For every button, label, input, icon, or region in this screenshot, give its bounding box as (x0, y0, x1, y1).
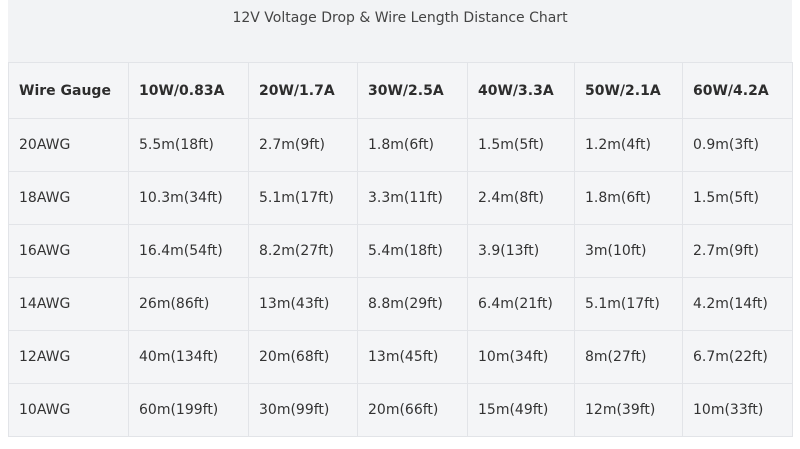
table-row: 16AWG 16.4m(54ft) 8.2m(27ft) 5.4m(18ft) 3.9(… (8, 224, 793, 278)
distance-cell: 6.7m(22ft) (682, 330, 793, 384)
table-body: 20AWG 5.5m(18ft) 2.7m(9ft) 1.8m(6ft) 1.5m(5f… (8, 118, 793, 437)
distance-cell: 13m(43ft) (248, 277, 358, 331)
distance-cell: 10m(33ft) (682, 383, 793, 437)
distance-cell: 5.5m(18ft) (128, 118, 249, 172)
table-row: 12AWG 40m(134ft) 20m(68ft) 13m(45ft) 10m(34f… (8, 330, 793, 384)
header-cell: 10W/0.83A (128, 62, 249, 119)
distance-cell: 1.2m(4ft) (574, 118, 683, 172)
distance-cell: 8m(27ft) (574, 330, 683, 384)
distance-cell: 3.3m(11ft) (357, 171, 468, 225)
distance-cell: 3.9(13ft) (467, 224, 575, 278)
distance-cell: 4.2m(14ft) (682, 277, 793, 331)
title: 12V Voltage Drop & Wire Length Distance … (232, 10, 568, 26)
distance-cell: 10m(34ft) (467, 330, 575, 384)
gauge-cell: 14AWG (8, 277, 129, 331)
distance-cell: 3m(10ft) (574, 224, 683, 278)
distance-cell: 60m(199ft) (128, 383, 249, 437)
distance-cell: 12m(39ft) (574, 383, 683, 437)
distance-cell: 5.1m(17ft) (574, 277, 683, 331)
distance-cell: 0.9m(3ft) (682, 118, 793, 172)
distance-cell: 30m(99ft) (248, 383, 358, 437)
voltage-table: Wire Gauge 10W/0.83A 20W/1.7A 30W/2.5A 40W/3… (8, 62, 793, 437)
distance-cell: 1.8m(6ft) (357, 118, 468, 172)
header-cell: Wire Gauge (8, 62, 129, 119)
title-band: 12V Voltage Drop & Wire Length Distance … (8, 0, 792, 62)
gauge-cell: 18AWG (8, 171, 129, 225)
distance-cell: 26m(86ft) (128, 277, 249, 331)
distance-cell: 1.8m(6ft) (574, 171, 683, 225)
distance-cell: 1.5m(5ft) (682, 171, 793, 225)
table-row: 10AWG 60m(199ft) 30m(99ft) 20m(66ft) 15m(49f… (8, 383, 793, 437)
distance-cell: 2.7m(9ft) (248, 118, 358, 172)
gauge-cell: 16AWG (8, 224, 129, 278)
table-row: 20AWG 5.5m(18ft) 2.7m(9ft) 1.8m(6ft) 1.5m(5f… (8, 118, 793, 172)
header-cell: 60W/4.2A (682, 62, 793, 119)
header-cell: 40W/3.3A (467, 62, 575, 119)
gauge-cell: 12AWG (8, 330, 129, 384)
distance-cell: 40m(134ft) (128, 330, 249, 384)
distance-cell: 15m(49ft) (467, 383, 575, 437)
gauge-cell: 20AWG (8, 118, 129, 172)
distance-cell: 20m(68ft) (248, 330, 358, 384)
header-cell: 50W/2.1A (574, 62, 683, 119)
distance-cell: 8.2m(27ft) (248, 224, 358, 278)
distance-cell: 8.8m(29ft) (357, 277, 468, 331)
distance-cell: 5.4m(18ft) (357, 224, 468, 278)
distance-cell: 2.4m(8ft) (467, 171, 575, 225)
distance-cell: 16.4m(54ft) (128, 224, 249, 278)
header-cell: 20W/1.7A (248, 62, 358, 119)
header-cell: 30W/2.5A (357, 62, 468, 119)
table-row: 14AWG 26m(86ft) 13m(43ft) 8.8m(29ft) 6.4m(21… (8, 277, 793, 331)
distance-cell: 10.3m(34ft) (128, 171, 249, 225)
distance-cell: 2.7m(9ft) (682, 224, 793, 278)
distance-cell: 20m(66ft) (357, 383, 468, 437)
distance-cell: 6.4m(21ft) (467, 277, 575, 331)
distance-cell: 5.1m(17ft) (248, 171, 358, 225)
header-row: Wire Gauge 10W/0.83A 20W/1.7A 30W/2.5A 40W/3… (8, 62, 793, 119)
distance-cell: 1.5m(5ft) (467, 118, 575, 172)
table-row: 18AWG 10.3m(34ft) 5.1m(17ft) 3.3m(11ft) 2.4m… (8, 171, 793, 225)
distance-cell: 13m(45ft) (357, 330, 468, 384)
gauge-cell: 10AWG (8, 383, 129, 437)
